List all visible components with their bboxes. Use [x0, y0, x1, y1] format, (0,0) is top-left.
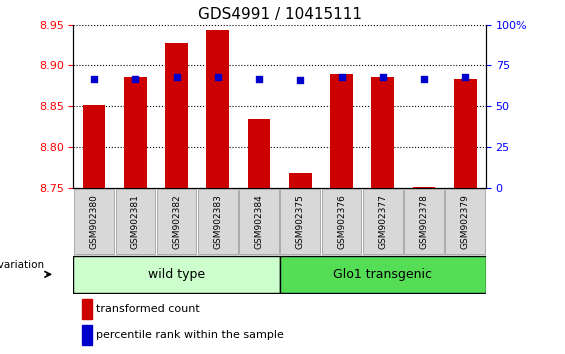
Text: transformed count: transformed count [96, 304, 200, 314]
Point [89, 76, 99, 81]
Text: GSM902383: GSM902383 [214, 194, 222, 249]
Point [254, 76, 263, 81]
Point [337, 74, 346, 80]
Bar [247, 119, 271, 188]
Bar [165, 43, 188, 188]
Point [296, 77, 305, 83]
Bar [124, 77, 147, 188]
FancyBboxPatch shape [74, 189, 114, 253]
Point [131, 76, 140, 81]
FancyBboxPatch shape [445, 189, 485, 253]
Bar [206, 30, 229, 188]
Bar [82, 299, 92, 319]
Point [461, 74, 470, 80]
Text: GSM902376: GSM902376 [337, 194, 346, 249]
Bar [82, 325, 92, 345]
FancyBboxPatch shape [73, 256, 280, 293]
Bar [289, 173, 312, 188]
Text: GSM902378: GSM902378 [420, 194, 428, 249]
Text: GSM902381: GSM902381 [131, 194, 140, 249]
Text: GSM902375: GSM902375 [296, 194, 305, 249]
FancyBboxPatch shape [280, 256, 486, 293]
Text: GSM902380: GSM902380 [90, 194, 98, 249]
Text: genotype/variation: genotype/variation [0, 259, 44, 270]
FancyBboxPatch shape [157, 189, 197, 253]
Bar [412, 187, 436, 188]
FancyBboxPatch shape [198, 189, 238, 253]
FancyBboxPatch shape [239, 189, 279, 253]
Bar [330, 74, 353, 188]
Point [214, 74, 223, 80]
Text: Glo1 transgenic: Glo1 transgenic [333, 268, 432, 281]
Text: percentile rank within the sample: percentile rank within the sample [96, 330, 284, 339]
Point [379, 74, 388, 80]
Bar [82, 105, 106, 188]
FancyBboxPatch shape [280, 189, 320, 253]
FancyBboxPatch shape [363, 189, 403, 253]
Title: GDS4991 / 10415111: GDS4991 / 10415111 [198, 7, 362, 22]
Text: GSM902379: GSM902379 [461, 194, 470, 249]
Point [172, 74, 181, 80]
Text: GSM902377: GSM902377 [379, 194, 387, 249]
Point [419, 76, 429, 81]
Text: GSM902382: GSM902382 [172, 194, 181, 249]
Bar [454, 79, 477, 188]
FancyBboxPatch shape [404, 189, 444, 253]
FancyBboxPatch shape [321, 189, 362, 253]
Bar [371, 77, 394, 188]
Text: wild type: wild type [148, 268, 205, 281]
Text: GSM902384: GSM902384 [255, 194, 263, 249]
FancyBboxPatch shape [115, 189, 155, 253]
